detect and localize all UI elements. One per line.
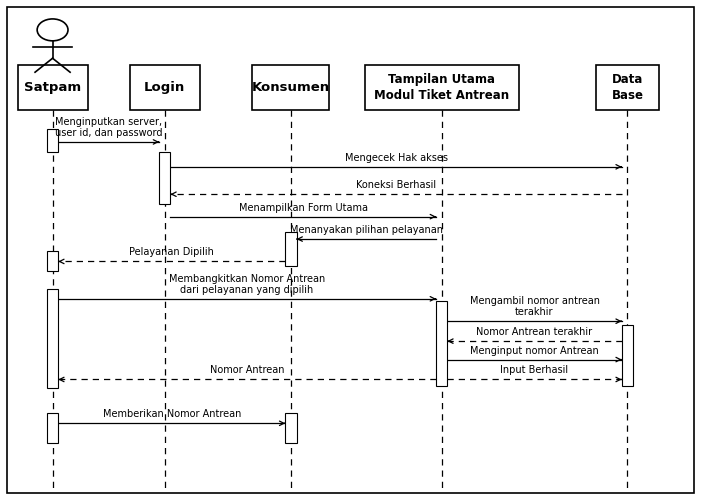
Text: Mengambil nomor antrean
terakhir: Mengambil nomor antrean terakhir <box>470 296 599 317</box>
Bar <box>18 65 88 110</box>
Bar <box>130 65 200 110</box>
Text: Input Berhasil: Input Berhasil <box>501 366 569 375</box>
Text: Mengecek Hak akses: Mengecek Hak akses <box>345 153 447 163</box>
Text: Pelayanan Dipilih: Pelayanan Dipilih <box>129 248 215 257</box>
Bar <box>47 251 58 271</box>
Text: Tampilan Utama
Modul Tiket Antrean: Tampilan Utama Modul Tiket Antrean <box>374 73 509 102</box>
Text: Nomor Antrean terakhir: Nomor Antrean terakhir <box>477 327 592 337</box>
Bar <box>159 152 170 204</box>
Text: Nomor Antrean: Nomor Antrean <box>210 366 285 375</box>
Bar <box>436 301 447 386</box>
Bar <box>252 65 329 110</box>
Bar <box>285 232 297 266</box>
Bar <box>596 65 659 110</box>
Bar <box>365 65 519 110</box>
Text: Data
Base: Data Base <box>611 73 644 102</box>
Text: Menampilkan Form Utama: Menampilkan Form Utama <box>238 203 368 213</box>
Text: Konsumen: Konsumen <box>252 81 330 94</box>
Text: Memberikan Nomor Antrean: Memberikan Nomor Antrean <box>102 409 241 419</box>
Text: Login: Login <box>144 81 185 94</box>
Text: Satpam: Satpam <box>24 81 81 94</box>
Text: Menginput nomor Antrean: Menginput nomor Antrean <box>470 346 599 356</box>
Bar <box>622 325 633 386</box>
Bar <box>47 289 58 388</box>
Text: Membangkitkan Nomor Antrean
dari pelayanan yang dipilih: Membangkitkan Nomor Antrean dari pelayan… <box>169 274 325 295</box>
Text: Menginputkan server,
user id, dan password: Menginputkan server, user id, dan passwo… <box>55 117 163 138</box>
Text: Koneksi Berhasil: Koneksi Berhasil <box>356 180 436 190</box>
Text: Menanyakan pilihan pelayanan: Menanyakan pilihan pelayanan <box>290 225 443 235</box>
Bar <box>47 129 58 152</box>
Bar <box>47 413 58 443</box>
Bar <box>285 413 297 443</box>
